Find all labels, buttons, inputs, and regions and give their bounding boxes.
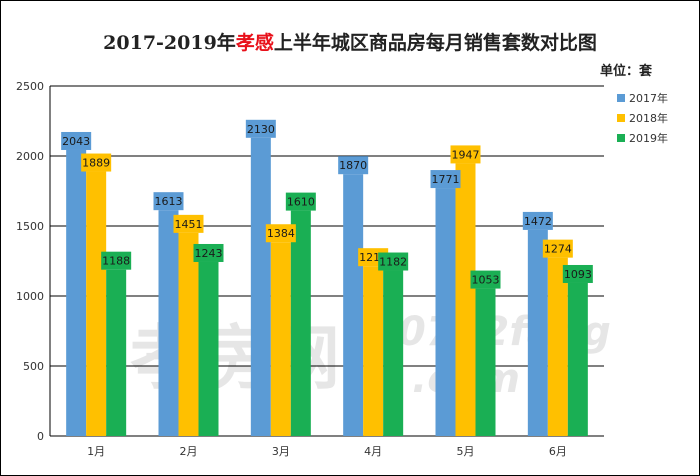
title-part-city: 孝感 <box>235 32 274 54</box>
bar-2018-2 <box>178 232 199 436</box>
data-label: 1610 <box>287 196 315 209</box>
data-label-bg <box>173 214 204 233</box>
data-label-bg <box>61 131 92 150</box>
y-tick-label: 500 <box>23 360 44 373</box>
data-label-bg <box>265 224 296 243</box>
data-label-bg <box>430 170 461 189</box>
data-label: 2043 <box>62 135 90 148</box>
legend-swatch <box>617 134 625 142</box>
data-label-bg <box>542 239 573 258</box>
data-label: 1771 <box>432 173 460 186</box>
data-label: 1613 <box>155 195 183 208</box>
legend-swatch <box>617 114 625 122</box>
x-tick-label: 5月 <box>457 445 475 458</box>
bar-2019-3 <box>290 210 311 436</box>
bar-2017-3 <box>250 137 271 437</box>
data-label: 1947 <box>452 148 480 161</box>
data-label-bg <box>193 243 224 262</box>
y-tick-label: 0 <box>37 430 44 443</box>
bar-2017-4 <box>343 174 364 436</box>
y-tick-label: 1500 <box>16 220 44 233</box>
legend-swatch <box>617 94 625 102</box>
data-label-bg <box>450 145 481 164</box>
data-label: 1053 <box>472 274 500 287</box>
data-label-bg <box>522 211 553 230</box>
title-part-years: 2017-2019年 <box>103 32 236 54</box>
legend-label: 2017年 <box>629 91 668 105</box>
data-label: 1472 <box>524 215 552 228</box>
bar-2018-5 <box>455 163 476 437</box>
bar-2019-4 <box>383 270 404 436</box>
data-label: 1243 <box>195 247 223 260</box>
bar-2019-2 <box>198 261 219 436</box>
x-tick-label: 3月 <box>272 445 290 458</box>
bar-2018-1 <box>86 171 107 437</box>
data-label-bg <box>153 192 184 211</box>
data-label: 1451 <box>175 218 203 231</box>
y-tick-label: 2500 <box>16 80 44 93</box>
bar-2017-1 <box>66 149 87 437</box>
bar-2019-6 <box>567 282 588 436</box>
legend-label: 2019年 <box>629 131 668 145</box>
data-label: 1889 <box>82 157 110 170</box>
data-label-bg <box>562 264 593 283</box>
data-label-bg <box>285 192 316 211</box>
data-label-bg <box>245 119 276 138</box>
bar-2018-6 <box>547 257 568 436</box>
bar-2019-5 <box>475 288 496 436</box>
bar-2018-3 <box>270 242 291 436</box>
x-tick-label: 4月 <box>364 445 382 458</box>
data-label: 2130 <box>247 123 275 136</box>
data-label: 1188 <box>102 255 130 268</box>
data-label: 1870 <box>339 159 367 172</box>
data-label-bg <box>101 251 132 270</box>
x-tick-label: 2月 <box>180 445 198 458</box>
data-label-bg <box>81 153 112 172</box>
data-label: 1093 <box>564 268 592 281</box>
legend-label: 2018年 <box>629 111 668 125</box>
bar-2017-2 <box>158 210 179 436</box>
bar-2017-6 <box>527 229 548 436</box>
bar-2019-1 <box>106 269 127 436</box>
bar-2017-5 <box>435 188 456 436</box>
data-label-bg <box>378 252 409 271</box>
data-label-bg <box>470 270 501 289</box>
unit-label: 单位：套 <box>600 64 653 79</box>
y-tick-label: 1000 <box>16 290 44 303</box>
x-tick-label: 6月 <box>549 445 567 458</box>
data-label: 1274 <box>544 243 572 256</box>
y-tick-label: 2000 <box>16 150 44 163</box>
chart-title: 2017-2019年孝感上半年城区商品房每月销售套数对比图 <box>0 28 700 55</box>
data-label: 1182 <box>379 256 407 269</box>
data-label-bg <box>338 156 369 175</box>
data-label: 1384 <box>267 227 295 240</box>
title-part-rest: 上半年城区商品房每月销售套数对比图 <box>273 32 597 54</box>
bar-2018-4 <box>363 266 384 436</box>
x-tick-label: 1月 <box>87 445 105 458</box>
